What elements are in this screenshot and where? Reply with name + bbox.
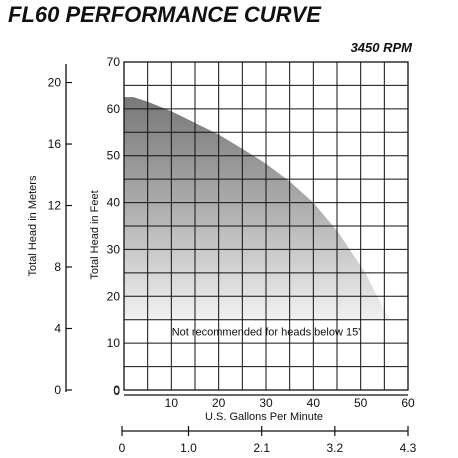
y-tick-label: 10 <box>107 336 121 350</box>
y-tick-label: 20 <box>107 289 121 303</box>
annotation-note: Not recommended for heads below 15' <box>172 326 361 338</box>
performance-curve-area <box>124 97 392 320</box>
x-tick-label: 30 <box>259 396 273 410</box>
meters-tick-label: 12 <box>48 199 62 213</box>
meters-tick-label: 20 <box>48 76 62 90</box>
secondary-x-tick-label: 2.1 <box>253 441 270 455</box>
x-tick-label: 40 <box>307 396 321 410</box>
y-tick-label: 40 <box>107 196 121 210</box>
secondary-x-tick-label: 3.2 <box>326 441 343 455</box>
meters-tick-label: 0 <box>54 383 61 397</box>
secondary-x-tick-label: 0 <box>119 441 126 455</box>
meters-tick-label: 16 <box>48 137 62 151</box>
plot-frame <box>123 61 409 391</box>
y-axis-label-feet: Total Head in Feet <box>89 190 101 279</box>
y-tick-label: 50 <box>107 149 121 163</box>
x-tick-label: 60 <box>401 396 415 410</box>
y-tick-label: 60 <box>107 102 121 116</box>
x-tick-label: 10 <box>165 396 179 410</box>
y-tick-label: 0 <box>113 383 120 397</box>
meters-tick-label: 4 <box>54 322 61 336</box>
x-origin-label: 0 <box>113 384 120 398</box>
chart-title: FL60 PERFORMANCE CURVE <box>8 2 321 27</box>
meters-tick-label: 8 <box>54 260 61 274</box>
x-tick-label: 20 <box>212 396 226 410</box>
rpm-label: 3450 RPM <box>350 40 412 55</box>
y-axis-label-meters: Total Head in Meters <box>27 175 39 276</box>
y-tick-label: 70 <box>107 55 121 69</box>
x-tick-label: 50 <box>354 396 368 410</box>
x-axis-label: U.S. Gallons Per Minute <box>205 411 323 423</box>
secondary-x-tick-label: 1.0 <box>180 441 197 455</box>
y-tick-label: 30 <box>107 242 121 256</box>
secondary-x-tick-label: 4.3 <box>400 441 417 455</box>
